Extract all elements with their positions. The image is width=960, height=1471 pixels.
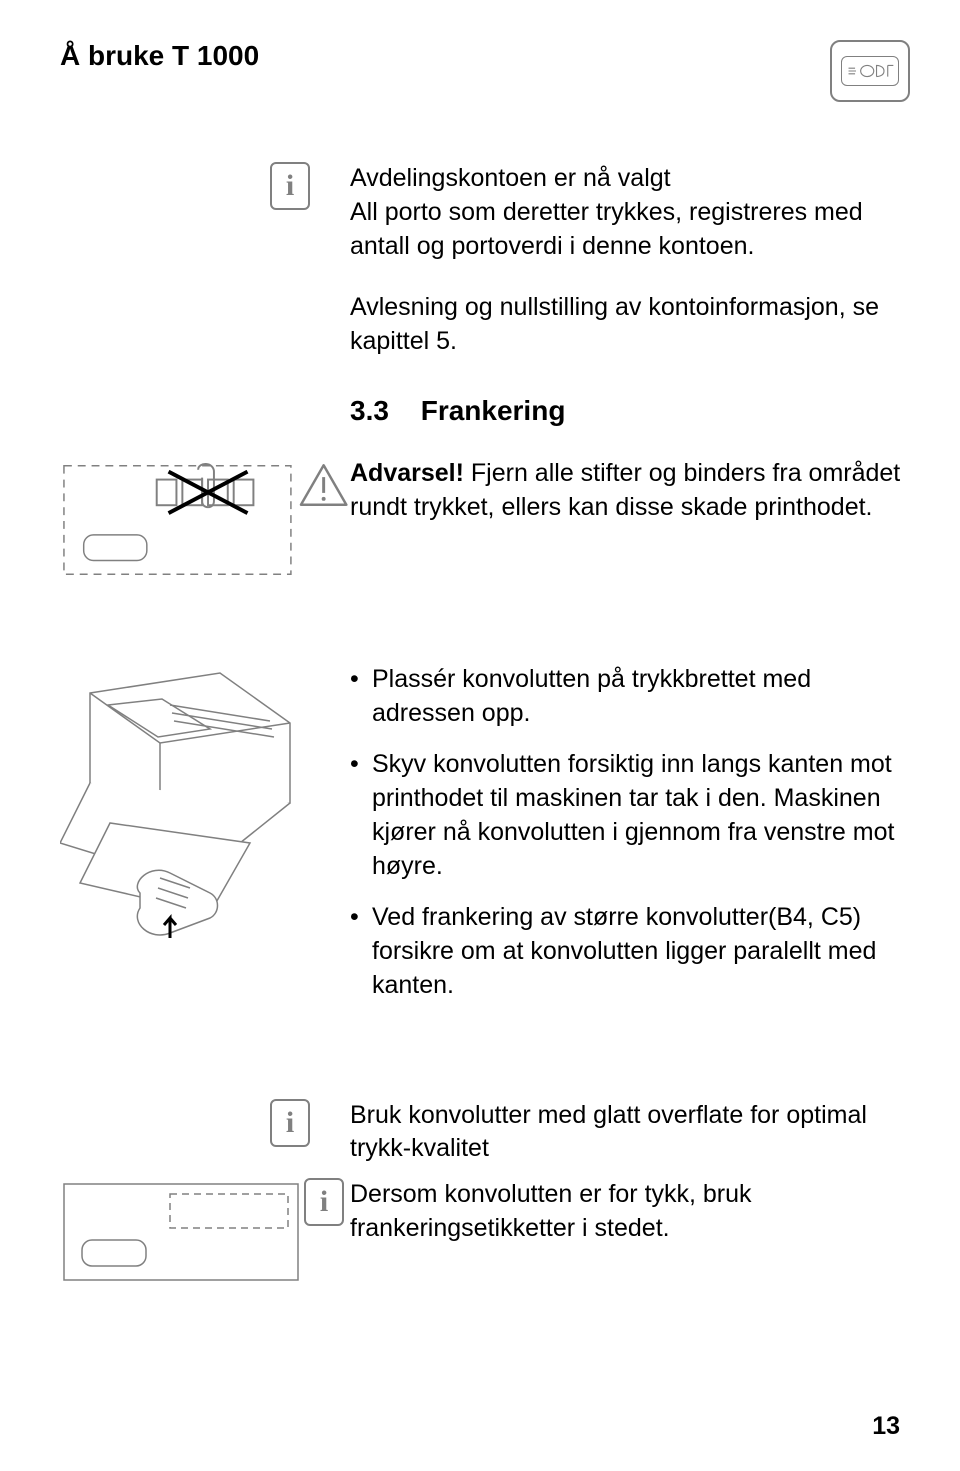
instruction-block: Plassér konvolutten på trykkbrettet med … — [60, 663, 910, 1003]
warning-block: Advarsel! Fjern alle stifter og binders … — [60, 457, 910, 587]
info-text-line1: Avdelingskontoen er nå valgt — [350, 162, 910, 196]
franking-machine-illustration — [60, 663, 330, 963]
list-item: Plassér konvolutten på trykkbrettet med … — [350, 663, 910, 731]
info-block-thickness: i Dersom konvolutten er for tykk, bruk f… — [60, 1178, 910, 1288]
warning-icon — [297, 461, 350, 509]
section-title: Frankering — [421, 395, 566, 426]
info-icon: i — [270, 1099, 310, 1147]
list-item: Skyv konvolutten forsiktig inn langs kan… — [350, 748, 910, 883]
info-icon: i — [304, 1178, 344, 1226]
section-heading: 3.3 Frankering — [60, 395, 910, 427]
brand-logo — [830, 40, 910, 102]
info-text-line3: Avlesning og nullstilling av kontoinform… — [350, 291, 910, 359]
page-header: Å bruke T 1000 — [60, 40, 910, 102]
warning-title: Advarsel! — [350, 459, 464, 487]
page-title: Å bruke T 1000 — [60, 40, 259, 72]
info-text: Dersom konvolutten er for tykk, bruk fra… — [350, 1178, 910, 1246]
page-number: 13 — [872, 1412, 900, 1441]
instruction-list: Plassér konvolutten på trykkbrettet med … — [350, 663, 910, 1003]
envelope-stapler-illustration — [60, 457, 307, 587]
manual-page: Å bruke T 1000 i Avdelingskontoen er nå … — [0, 0, 960, 1471]
info-block-account: i Avdelingskontoen er nå valgt All porto… — [60, 162, 910, 359]
info-icon: i — [270, 162, 310, 210]
info-block-surface: i Bruk konvolutter med glatt overflate f… — [60, 1099, 910, 1167]
envelope-label-illustration — [60, 1178, 310, 1288]
info-text: Bruk konvolutter med glatt overflate for… — [350, 1099, 910, 1167]
section-number: 3.3 — [350, 395, 389, 427]
list-item: Ved frankering av større konvolutter(B4,… — [350, 901, 910, 1002]
info-text-line2: All porto som deretter trykkes, registre… — [350, 196, 910, 264]
